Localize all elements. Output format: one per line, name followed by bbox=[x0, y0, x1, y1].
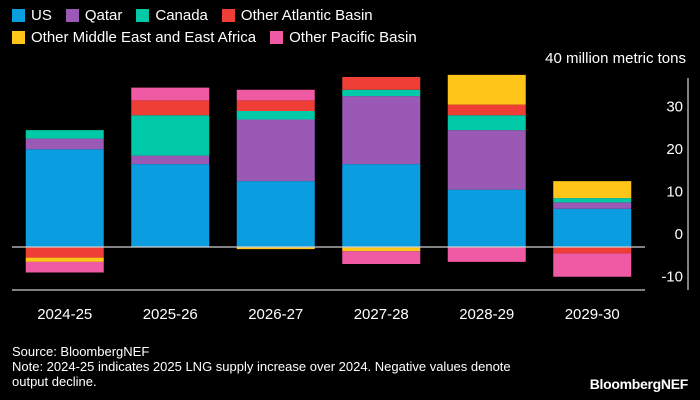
legend-item: US bbox=[12, 7, 52, 24]
legend-label: Other Middle East and East Africa bbox=[31, 28, 257, 46]
bar-segment bbox=[553, 202, 632, 209]
bar-segment bbox=[447, 104, 526, 116]
legend-label: Other Pacific Basin bbox=[289, 28, 417, 46]
legend-label: US bbox=[31, 6, 52, 24]
y-tick-label: 10 bbox=[666, 184, 683, 201]
bar-segment bbox=[553, 247, 632, 254]
bar-segment bbox=[131, 115, 210, 156]
bar-segment bbox=[236, 100, 315, 111]
bar-segment bbox=[236, 89, 315, 101]
bar-segment bbox=[25, 149, 104, 247]
bar-segment bbox=[342, 96, 421, 165]
legend-item: Other Pacific Basin bbox=[270, 29, 417, 46]
chart-legend: US Qatar Canada Other Atlantic Basin Other M… bbox=[12, 4, 612, 48]
bar-segment bbox=[131, 155, 210, 165]
bar-segment bbox=[131, 164, 210, 247]
bar-segment bbox=[553, 253, 632, 277]
footnote: Note: 2024-25 indicates 2025 LNG supply … bbox=[12, 359, 511, 389]
legend-row: US Qatar Canada Other Atlantic Basin bbox=[12, 4, 612, 26]
brand-logo: BloombergNEF bbox=[589, 376, 689, 392]
legend-item: Qatar bbox=[65, 6, 123, 24]
bar-segment bbox=[447, 247, 526, 262]
y-tick-label: 30 bbox=[666, 99, 683, 116]
legend-swatch bbox=[221, 8, 235, 22]
legend-swatch bbox=[136, 8, 150, 22]
bar-segment bbox=[236, 111, 315, 120]
legend-item: Other Middle East and East Africa bbox=[12, 29, 256, 46]
legend-swatch bbox=[12, 8, 25, 22]
bar-segment bbox=[25, 261, 104, 273]
bar-segment bbox=[25, 138, 104, 150]
source-note: Source: BloombergNEF bbox=[12, 344, 150, 359]
legend-swatch bbox=[12, 30, 25, 44]
x-tick-label: 2026-27 bbox=[248, 306, 303, 323]
bar-segment bbox=[342, 89, 421, 97]
x-tick-label: 2025-26 bbox=[143, 306, 198, 323]
bar-segment bbox=[447, 130, 526, 190]
legend-swatch bbox=[270, 30, 284, 44]
bar-segment bbox=[131, 87, 210, 101]
bar-segment bbox=[553, 208, 632, 247]
legend-row: Other Middle East and East Africa Other P… bbox=[12, 26, 612, 48]
y-tick-label: 0 bbox=[675, 226, 683, 243]
legend-item: Other Atlantic Basin bbox=[221, 6, 373, 24]
bar-segment bbox=[553, 181, 632, 199]
legend-swatch bbox=[65, 8, 79, 22]
bar-segment bbox=[236, 247, 315, 250]
x-tick-label: 2029-30 bbox=[565, 306, 620, 323]
bar-segment bbox=[447, 189, 526, 247]
bar-segment bbox=[25, 257, 104, 262]
x-tick-label: 2027-28 bbox=[354, 306, 409, 323]
y-tick-label: 20 bbox=[666, 141, 683, 158]
x-tick-label: 2024-25 bbox=[37, 306, 92, 323]
bar-segment bbox=[25, 247, 104, 258]
bar-segment bbox=[447, 115, 526, 131]
legend-label: Qatar bbox=[84, 6, 123, 24]
bar-segment bbox=[236, 181, 315, 247]
y-unit-label: 40 million metric tons bbox=[545, 50, 686, 67]
bar-segment bbox=[447, 74, 526, 105]
y-tick-label: -10 bbox=[661, 269, 683, 286]
x-tick-label: 2028-29 bbox=[459, 306, 514, 323]
bar-segment bbox=[553, 198, 632, 203]
bar-segment bbox=[342, 247, 421, 252]
stacked-bar-chart: 2024-25 2025-26 2026-27 2027-28 2028-29 2029-… bbox=[12, 50, 689, 323]
legend-label: Other Atlantic Basin bbox=[240, 6, 373, 24]
bar-segment bbox=[236, 119, 315, 182]
bar-segment bbox=[342, 164, 421, 247]
bar-segment bbox=[342, 251, 421, 264]
legend-item: Canada bbox=[136, 7, 208, 24]
bar-segment bbox=[342, 77, 421, 90]
bar-segment bbox=[131, 100, 210, 116]
bar-segment bbox=[25, 130, 104, 139]
legend-label: Canada bbox=[155, 6, 208, 24]
